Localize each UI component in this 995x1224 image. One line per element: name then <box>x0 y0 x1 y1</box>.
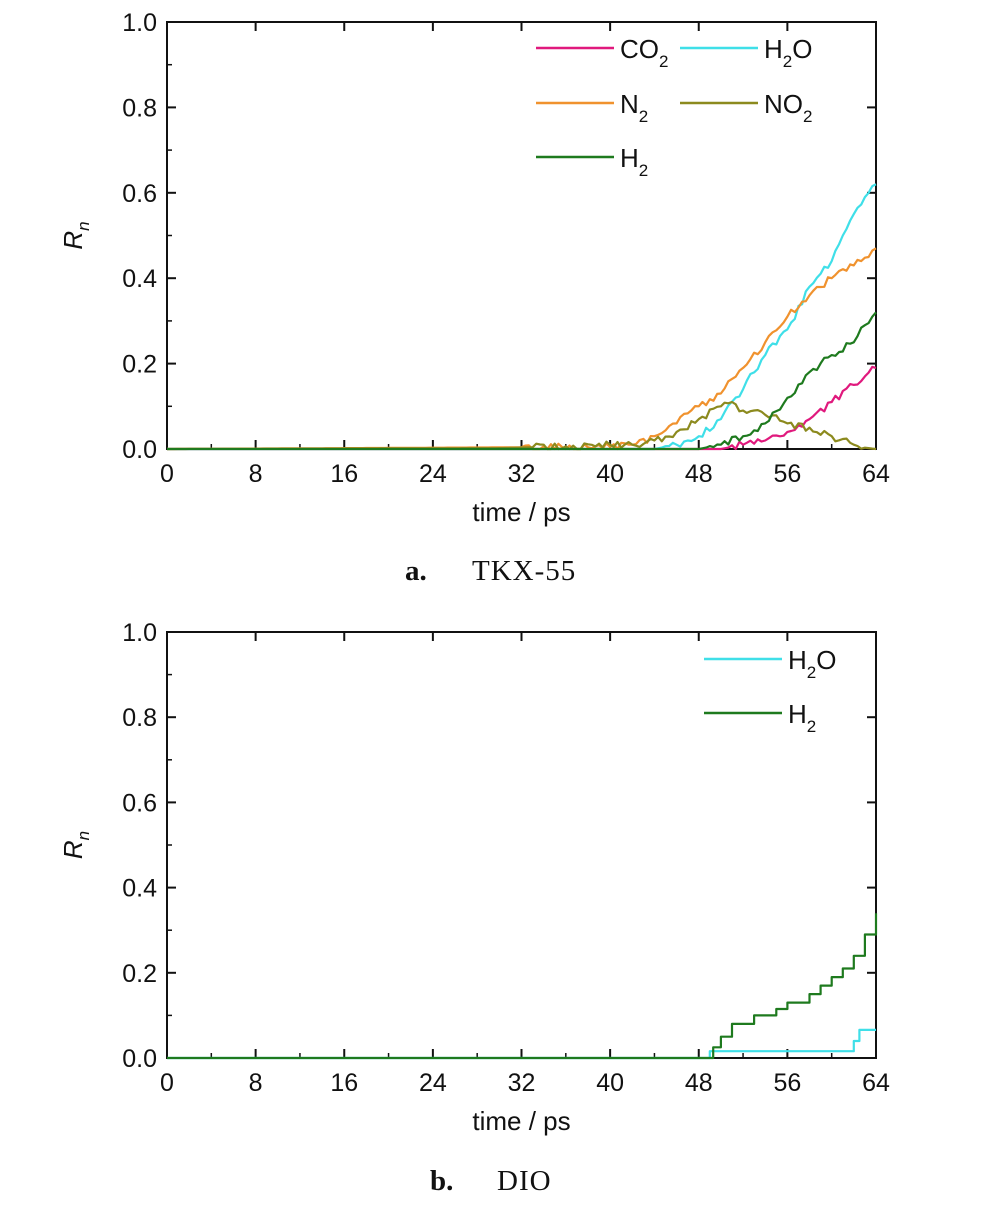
y-tick-label: 0.0 <box>122 436 157 464</box>
x-axis-title: time / ps <box>472 1106 570 1136</box>
legend-entry: H2 <box>620 143 648 180</box>
legend-entry: H2 <box>788 699 816 736</box>
legend-name-sub: 2 <box>783 52 792 71</box>
y-tick-label: 0.6 <box>122 180 157 208</box>
x-tick-label: 24 <box>419 1069 447 1097</box>
x-tick-label: 8 <box>249 1069 263 1097</box>
legend-name-sub: 2 <box>807 663 816 682</box>
y-axis-title-main: R <box>58 840 88 859</box>
x-tick-label: 56 <box>773 460 801 488</box>
plot-frame <box>166 631 877 1059</box>
x-tick-label: 48 <box>685 1069 713 1097</box>
x-tick-label: 40 <box>596 1069 624 1097</box>
x-tick-label: 64 <box>862 460 890 488</box>
series-line <box>167 183 877 451</box>
x-tick-label: 32 <box>508 460 536 488</box>
y-tick-label: 0.8 <box>122 94 157 122</box>
y-tick-label: 0.6 <box>122 789 157 817</box>
y-tick-label: 1.0 <box>122 619 157 647</box>
x-tick-label: 48 <box>685 460 713 488</box>
panel-name: TKX-55 <box>472 555 576 587</box>
legend-name-sub: 2 <box>639 107 648 126</box>
panel-label: b. <box>430 1165 453 1197</box>
x-tick-label: 16 <box>330 1069 358 1097</box>
legend-name-sub: 2 <box>639 161 648 180</box>
x-tick-label: 0 <box>160 460 174 488</box>
y-tick-label: 0.4 <box>122 875 157 903</box>
panel-name: DIO <box>497 1165 552 1197</box>
y-axis-title: Rn <box>58 831 93 859</box>
legend-name: H <box>788 645 807 675</box>
y-tick-label: 0.2 <box>122 960 157 988</box>
legend-name-sub: 2 <box>807 717 816 736</box>
series-line <box>167 365 877 451</box>
series-line <box>167 913 878 1060</box>
x-axis-title: time / ps <box>472 497 570 527</box>
x-tick-label: 8 <box>249 460 263 488</box>
x-tick-label: 56 <box>773 1069 801 1097</box>
legend-name: H <box>764 34 783 64</box>
x-tick-label: 64 <box>862 1069 890 1097</box>
legend-name-sub: 2 <box>803 107 812 126</box>
legend-name-tail: O <box>816 645 836 675</box>
x-tick-label: 32 <box>508 1069 536 1097</box>
x-tick-label: 40 <box>596 460 624 488</box>
legend-name: NO <box>764 89 803 119</box>
legend-name: H <box>788 699 807 729</box>
x-tick-label: 16 <box>330 460 358 488</box>
legend-name: N <box>620 89 639 119</box>
y-tick-label: 0.4 <box>122 265 157 293</box>
y-axis-title-main: R <box>58 231 88 250</box>
y-axis-title: Rn <box>58 221 93 249</box>
legend-name-sub: 2 <box>659 52 668 71</box>
legend-name-tail: O <box>792 34 812 64</box>
y-tick-label: 0.8 <box>122 704 157 732</box>
x-tick-label: 24 <box>419 460 447 488</box>
y-tick-label: 0.2 <box>122 351 157 379</box>
legend-name: CO <box>620 34 659 64</box>
legend-entry: CO2 <box>620 34 668 71</box>
y-axis-title-sub: n <box>74 221 93 230</box>
chart-panel-0: 0 8 16 24 32 40 48 56 64 0.0 0.2 0.4 0.6 0.8 1.0 time /… <box>58 9 890 587</box>
chart-panel-1: 0 8 16 24 32 40 48 56 64 0.0 0.2 0.4 0.6 0.8 1.0 time /… <box>58 619 890 1197</box>
series-line <box>167 311 877 451</box>
x-tick-label: 0 <box>160 1069 174 1097</box>
y-axis-title-sub: n <box>74 831 93 840</box>
legend-name: H <box>620 143 639 173</box>
legend-entry: H2O <box>788 645 836 682</box>
y-tick-label: 1.0 <box>122 9 157 37</box>
legend-entry: H2O <box>764 34 812 71</box>
legend-entry: NO2 <box>764 89 812 126</box>
plot-frame <box>166 21 877 450</box>
legend-entry: N2 <box>620 89 648 126</box>
panel-label: a. <box>405 555 427 587</box>
y-tick-label: 0.0 <box>122 1045 157 1073</box>
